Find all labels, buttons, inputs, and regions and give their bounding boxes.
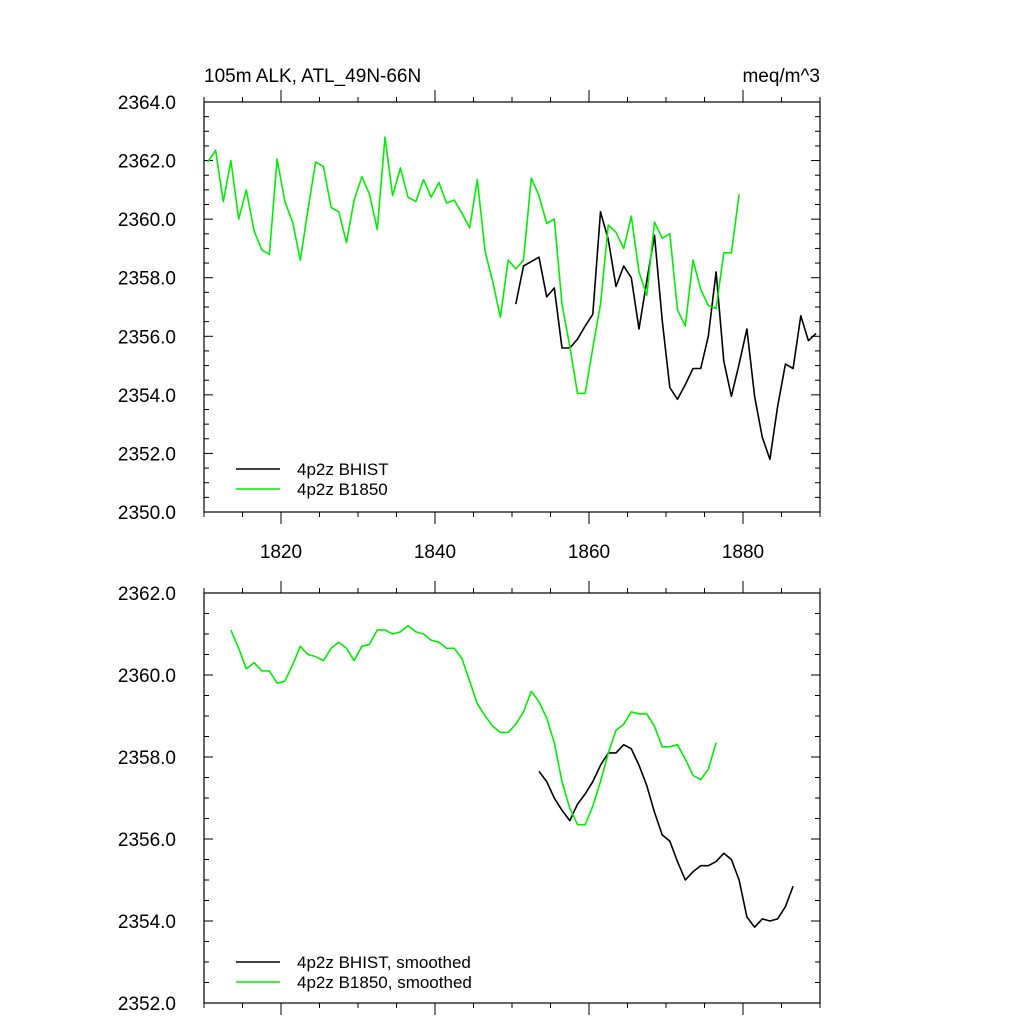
legend-label-bhist: 4p2z BHIST (297, 460, 389, 479)
series-line-bhist (515, 211, 817, 461)
series-line-bhist (538, 743, 794, 929)
y-tick-label: 2358.0 (118, 748, 176, 769)
top-panel-frame (203, 101, 821, 513)
bottom-panel: 2352.0 2354.0 2356.0 2358.0 2360.0 2362.0 4p2… (118, 581, 821, 1015)
legend-label-b1850-smoothed: 4p2z B1850, smoothed (297, 973, 472, 992)
top-panel-series (207, 136, 817, 461)
x-tick-label: 1820 (260, 542, 302, 563)
top-panel: 105m ALK, ATL_49N-66N meq/m^3 1820 1840 18… (118, 66, 821, 563)
bottom-panel-legend: 4p2z BHIST, smoothed 4p2z B1850, smoothe… (236, 953, 472, 992)
legend-label-b1850: 4p2z B1850 (297, 480, 388, 499)
y-tick-label: 2354.0 (118, 386, 176, 407)
y-tick-label: 2352.0 (118, 994, 176, 1015)
top-panel-title: 105m ALK, ATL_49N-66N (204, 66, 421, 87)
bottom-panel-series (230, 624, 794, 929)
x-tick-label: 1840 (414, 542, 456, 563)
top-panel-ticks: 1820 1840 1860 1880 2350.0 2352.0 2354.0 2356.0… (118, 90, 821, 563)
bottom-panel-ticks: 2352.0 2354.0 2356.0 2358.0 2360.0 2362.0 (118, 581, 821, 1015)
y-tick-label: 2362.0 (118, 152, 176, 173)
x-tick-label: 1880 (722, 542, 764, 563)
top-panel-legend: 4p2z BHIST 4p2z B1850 (236, 460, 389, 499)
series-line-b1850 (230, 624, 717, 826)
y-tick-label: 2360.0 (118, 666, 176, 687)
top-panel-units: meq/m^3 (742, 66, 820, 87)
y-tick-label: 2356.0 (118, 327, 176, 348)
y-tick-label: 2356.0 (118, 830, 176, 851)
y-tick-label: 2364.0 (118, 93, 176, 114)
y-tick-label: 2350.0 (118, 503, 176, 524)
series-line-b1850 (207, 136, 740, 395)
legend-label-bhist-smoothed: 4p2z BHIST, smoothed (297, 953, 471, 972)
y-tick-label: 2360.0 (118, 210, 176, 231)
y-tick-label: 2358.0 (118, 269, 176, 290)
x-tick-label: 1860 (568, 542, 610, 563)
y-tick-label: 2354.0 (118, 912, 176, 933)
y-tick-label: 2352.0 (118, 444, 176, 465)
y-tick-label: 2362.0 (118, 584, 176, 605)
